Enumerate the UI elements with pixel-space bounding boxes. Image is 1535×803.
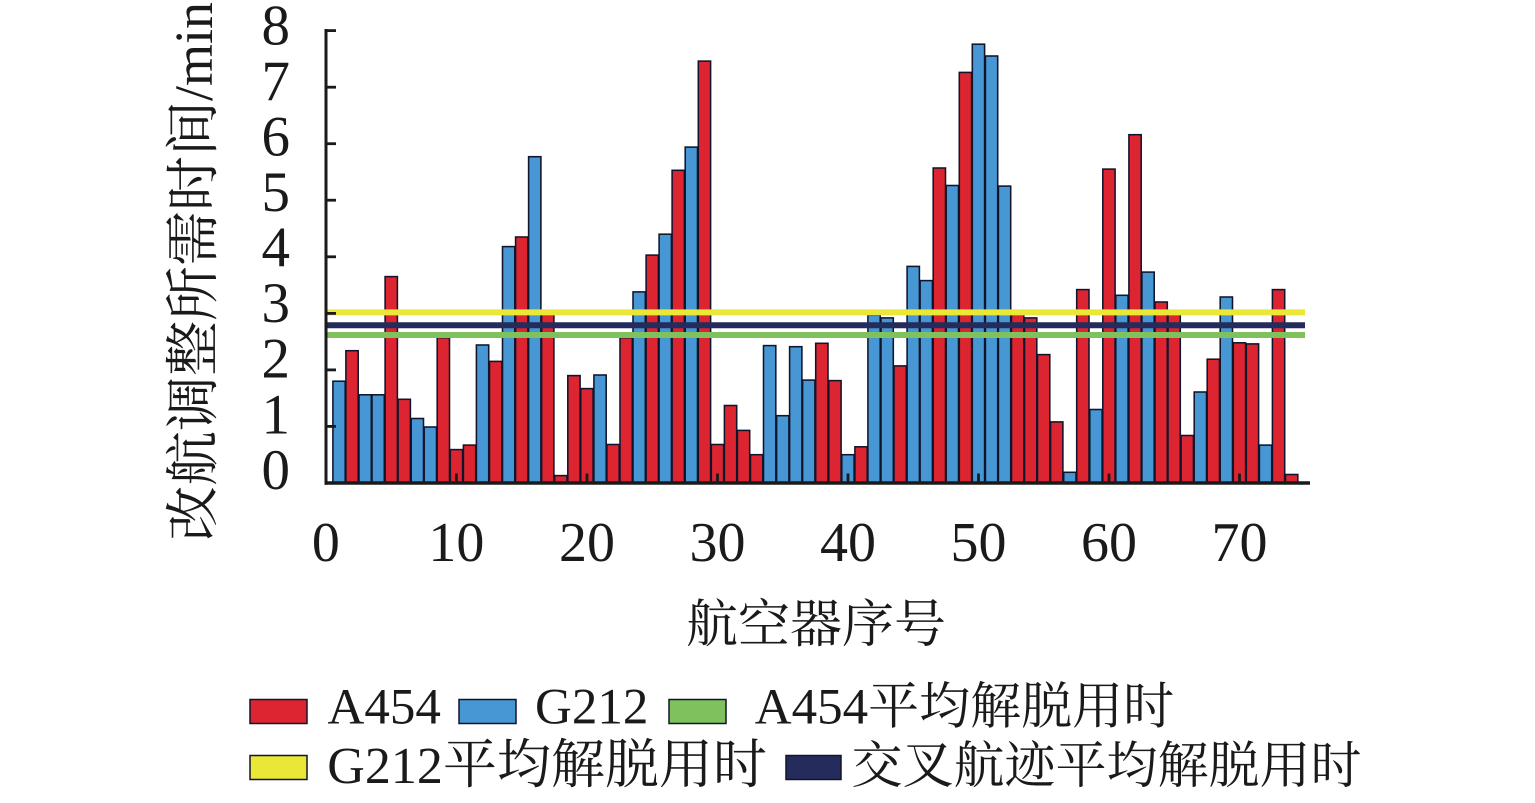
svg-text:40: 40	[820, 512, 876, 574]
svg-text:6: 6	[262, 105, 291, 168]
svg-text:G212: G212	[535, 680, 648, 736]
svg-text:1: 1	[262, 383, 291, 446]
svg-text:0: 0	[312, 512, 340, 574]
svg-text:30: 30	[690, 512, 746, 574]
svg-text:70: 70	[1212, 512, 1268, 574]
svg-text:20: 20	[559, 512, 615, 574]
svg-text:3: 3	[262, 272, 291, 335]
svg-text:2: 2	[262, 328, 291, 391]
svg-text:7: 7	[262, 50, 291, 113]
svg-text:G212: G212	[327, 738, 443, 795]
svg-text:60: 60	[1081, 512, 1137, 574]
svg-text:8: 8	[262, 0, 291, 57]
svg-text:10: 10	[428, 512, 484, 574]
svg-text:A454: A454	[755, 680, 868, 736]
svg-text:A454: A454	[328, 680, 441, 736]
svg-text:0: 0	[262, 439, 291, 502]
svg-text:50: 50	[951, 512, 1007, 574]
svg-text:4: 4	[262, 217, 291, 280]
svg-text:5: 5	[262, 161, 291, 224]
svg-text:/min: /min	[164, 2, 224, 101]
